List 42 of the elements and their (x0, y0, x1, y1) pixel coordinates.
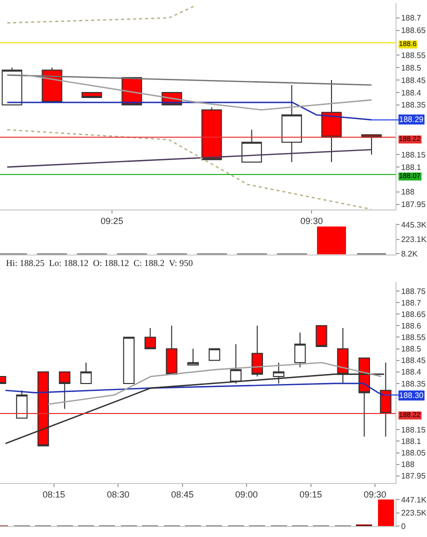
y-tick-label: 447.1K (401, 495, 427, 504)
y-tick-label: 188.35 (401, 100, 426, 110)
annotation: 188.30 (399, 391, 424, 400)
y-tick-label: 188.7 (401, 14, 422, 23)
y-tick-label: 188.5 (401, 344, 422, 354)
x-tick-label: 08:15 (42, 490, 66, 500)
x-tick-label: 08:45 (171, 490, 194, 500)
y-tick-label: 188.55 (401, 51, 426, 60)
y-tick-label: 8.2K (401, 250, 418, 259)
y-tick-label: 188.6 (401, 321, 422, 330)
y-tick-label: 188.55 (401, 333, 426, 342)
x-tick-label: 08:30 (106, 490, 130, 500)
y-tick-label: 187.95 (401, 472, 426, 481)
y-tick-label: 187.95 (401, 200, 426, 210)
y-tick-label: 188.05 (401, 448, 426, 458)
y-tick-label: 223.5K (401, 508, 427, 518)
y-tick-label: 445.3K (401, 220, 427, 230)
y-tick-label: 223.1K (401, 235, 427, 244)
y-tick-label: 188.4 (401, 368, 422, 377)
y-tick-label: 188 (401, 460, 416, 470)
y-tick-label: 188.1 (401, 437, 422, 446)
y-tick-label: 188.1 (401, 162, 422, 172)
x-tick-label: 09:00 (235, 490, 258, 500)
x-tick-label: 09:30 (364, 490, 386, 500)
y-tick-label: 188.35 (401, 379, 426, 388)
y-tick-label: 0 (401, 522, 406, 531)
y-tick-label: 188.65 (401, 26, 426, 36)
y-tick-label: 188 (401, 188, 416, 197)
text: Hi: 188.25 Lo: 188.12 O: 188.12 C: 188.2 V: 950 (6, 258, 194, 268)
y-tick-label: 188.45 (401, 76, 426, 85)
x-tick-label: 09:15 (299, 490, 322, 500)
y-tick-label: 188.7 (401, 298, 422, 308)
annotation: 188.29 (399, 115, 424, 124)
x-tick-label: 09:25 (100, 216, 124, 226)
y-tick-label: 188.4 (401, 88, 422, 98)
y-tick-label: 188.15 (401, 425, 426, 434)
y-tick-label: 188.5 (401, 63, 422, 72)
y-tick-label: 188.45 (401, 356, 426, 366)
y-tick-label: 188.75 (401, 286, 426, 296)
y-tick-label: 188.65 (401, 310, 426, 319)
x-tick-label: 09:30 (300, 216, 323, 226)
y-tick-label: 188.15 (401, 150, 426, 160)
